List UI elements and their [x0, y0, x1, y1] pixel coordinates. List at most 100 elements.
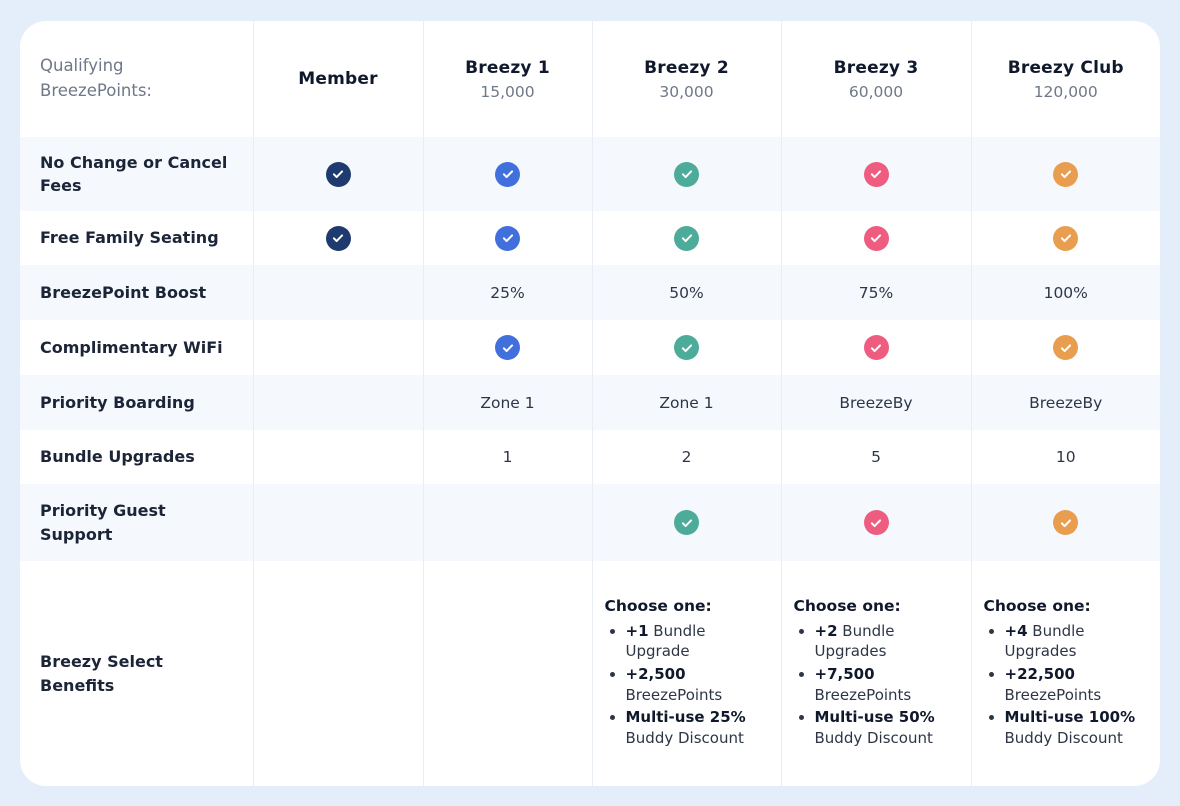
- tier-qualifying-points: 120,000: [1033, 82, 1098, 101]
- cell-empty: [252, 430, 423, 484]
- qualifying-points-label-line2: BreezePoints:: [40, 81, 152, 100]
- check-circle-icon: [1053, 161, 1079, 187]
- cell-member-free-family-seating: [252, 211, 423, 265]
- tier-header-breezy-2: Breezy 2 30,000: [591, 21, 781, 137]
- benefit-items: +4 Bundle Upgrades+22,500 BreezePointsMu…: [984, 621, 1139, 749]
- check-circle-icon: [863, 510, 889, 535]
- feature-label: BreezePoint Boost: [40, 282, 207, 302]
- cell-breezy-club-free-family-seating: [970, 211, 1160, 265]
- cell-member-no-change-or-cancel-fees: [252, 137, 423, 211]
- cell-value: 100%: [970, 265, 1160, 320]
- cell-empty: [422, 561, 592, 786]
- benefit-item: Multi-use 50% Buddy Discount: [815, 707, 949, 748]
- feature-label: Bundle Upgrades: [40, 447, 195, 467]
- cell-empty: [252, 561, 423, 786]
- feature-label: Priority Boarding: [40, 392, 195, 412]
- cell-value: Zone 1: [591, 375, 781, 430]
- cell-value: 50%: [591, 265, 781, 320]
- tier-header-breezy-1: Breezy 1 15,000: [422, 21, 592, 137]
- check-circle-icon: [863, 225, 889, 251]
- check-circle-icon: [1053, 225, 1079, 251]
- tier-header-member: Member: [252, 21, 423, 137]
- choose-one-label: Choose one:: [604, 597, 712, 616]
- check-circle-icon: [495, 161, 520, 187]
- tier-header-breezy-3: Breezy 3 60,000: [780, 21, 971, 137]
- cell-value: 25%: [422, 265, 592, 320]
- feature-label: Priority Guest Support: [40, 501, 166, 544]
- cell-breezy-1-complimentary-wifi: [422, 320, 592, 375]
- cell-empty: [252, 265, 423, 320]
- tier-name: Breezy 1: [465, 57, 550, 78]
- check-circle-icon: [1053, 510, 1079, 535]
- benefit-item: +2,500 BreezePoints: [626, 664, 759, 705]
- cell-benefits-breezy-club: Choose one: +4 Bundle Upgrades+22,500 Bre…: [970, 561, 1160, 786]
- benefit-item: +22,500 BreezePoints: [1005, 664, 1139, 705]
- feature-label: Complimentary WiFi: [40, 337, 223, 357]
- tier-name: Breezy 2: [644, 57, 729, 78]
- check-circle-icon: [674, 225, 699, 251]
- table-header-row: Qualifying BreezePoints: Member Breezy 1 1…: [20, 21, 1160, 137]
- cell-value: BreezeBy: [780, 375, 971, 430]
- feature-row-breezy-select-benefits: Breezy Select Benefits Choose one: +1 Bund…: [20, 561, 1160, 786]
- benefit-item: Multi-use 25% Buddy Discount: [626, 707, 759, 748]
- cell-benefits-breezy-3: Choose one: +2 Bundle Upgrades+7,500 Bree…: [780, 561, 971, 786]
- check-circle-icon: [863, 335, 889, 360]
- cell-breezy-2-priority-guest-support: [591, 484, 781, 561]
- cell-empty: [422, 484, 592, 561]
- feature-row-bundle-upgrades: Bundle Upgrades 1 2 5 10: [20, 430, 1160, 484]
- feature-row-breezepoint-boost: BreezePoint Boost 25% 50% 75% 100%: [20, 265, 1160, 320]
- check-circle-icon: [674, 161, 699, 187]
- cell-empty: [252, 375, 423, 430]
- tier-qualifying-points: 60,000: [848, 82, 904, 101]
- check-circle-icon: [863, 161, 889, 187]
- cell-breezy-2-free-family-seating: [591, 211, 781, 265]
- qualifying-points-label-line1: Qualifying: [40, 56, 124, 76]
- choose-one-label: Choose one:: [983, 597, 1091, 616]
- feature-row-complimentary-wifi: Complimentary WiFi: [20, 320, 1160, 375]
- check-circle-icon: [325, 225, 351, 251]
- tier-name: Breezy Club: [1007, 57, 1124, 78]
- qualifying-points-header: Qualifying BreezePoints:: [20, 21, 253, 137]
- check-circle-icon: [674, 335, 699, 360]
- feature-label: Free Family Seating: [40, 228, 219, 248]
- feature-row-priority-guest-support: Priority Guest Support: [20, 484, 1160, 561]
- cell-breezy-3-free-family-seating: [780, 211, 971, 265]
- cell-breezy-3-complimentary-wifi: [780, 320, 971, 375]
- benefit-item: Multi-use 100% Buddy Discount: [1005, 707, 1139, 748]
- benefit-item: +7,500 BreezePoints: [815, 664, 949, 705]
- cell-breezy-club-no-change-or-cancel-fees: [970, 137, 1160, 211]
- choose-one-label: Choose one:: [793, 597, 901, 616]
- feature-row-no-change-or-cancel-fees: No Change or Cancel Fees: [20, 137, 1160, 211]
- check-circle-icon: [495, 225, 520, 251]
- cell-value: BreezeBy: [970, 375, 1160, 430]
- cell-value: 75%: [780, 265, 971, 320]
- cell-breezy-2-no-change-or-cancel-fees: [591, 137, 781, 211]
- cell-breezy-1-no-change-or-cancel-fees: [422, 137, 592, 211]
- tier-comparison-table: Qualifying BreezePoints: Member Breezy 1 1…: [20, 21, 1160, 786]
- feature-row-free-family-seating: Free Family Seating: [20, 211, 1160, 265]
- feature-label: Breezy Select Benefits: [40, 652, 163, 695]
- cell-value: 1: [422, 430, 592, 484]
- benefits-list: Choose one: +2 Bundle Upgrades+7,500 Bree…: [794, 596, 949, 749]
- benefit-item: +4 Bundle Upgrades: [1005, 621, 1139, 662]
- benefits-list: Choose one: +1 Bundle Upgrade+2,500 Breez…: [605, 596, 759, 749]
- cell-value: 5: [780, 430, 971, 484]
- benefit-item: +1 Bundle Upgrade: [626, 621, 759, 662]
- benefit-item: +2 Bundle Upgrades: [815, 621, 949, 662]
- cell-breezy-1-free-family-seating: [422, 211, 592, 265]
- tier-header-breezy-club: Breezy Club 120,000: [970, 21, 1160, 137]
- cell-value: 10: [970, 430, 1160, 484]
- cell-breezy-club-priority-guest-support: [970, 484, 1160, 561]
- tier-comparison-card: Qualifying BreezePoints: Member Breezy 1 1…: [20, 21, 1160, 786]
- feature-row-priority-boarding: Priority Boarding Zone 1 Zone 1 BreezeBy Bre…: [20, 375, 1160, 430]
- cell-empty: [252, 484, 423, 561]
- benefit-items: +1 Bundle Upgrade+2,500 BreezePointsMult…: [605, 621, 759, 749]
- feature-label: No Change or Cancel Fees: [40, 152, 228, 195]
- tier-name: Member: [298, 69, 378, 89]
- cell-empty: [252, 320, 423, 375]
- check-circle-icon: [495, 335, 520, 360]
- check-circle-icon: [1053, 335, 1079, 360]
- cell-breezy-3-priority-guest-support: [780, 484, 971, 561]
- cell-value: 2: [591, 430, 781, 484]
- benefits-list: Choose one: +4 Bundle Upgrades+22,500 Bre…: [984, 596, 1139, 749]
